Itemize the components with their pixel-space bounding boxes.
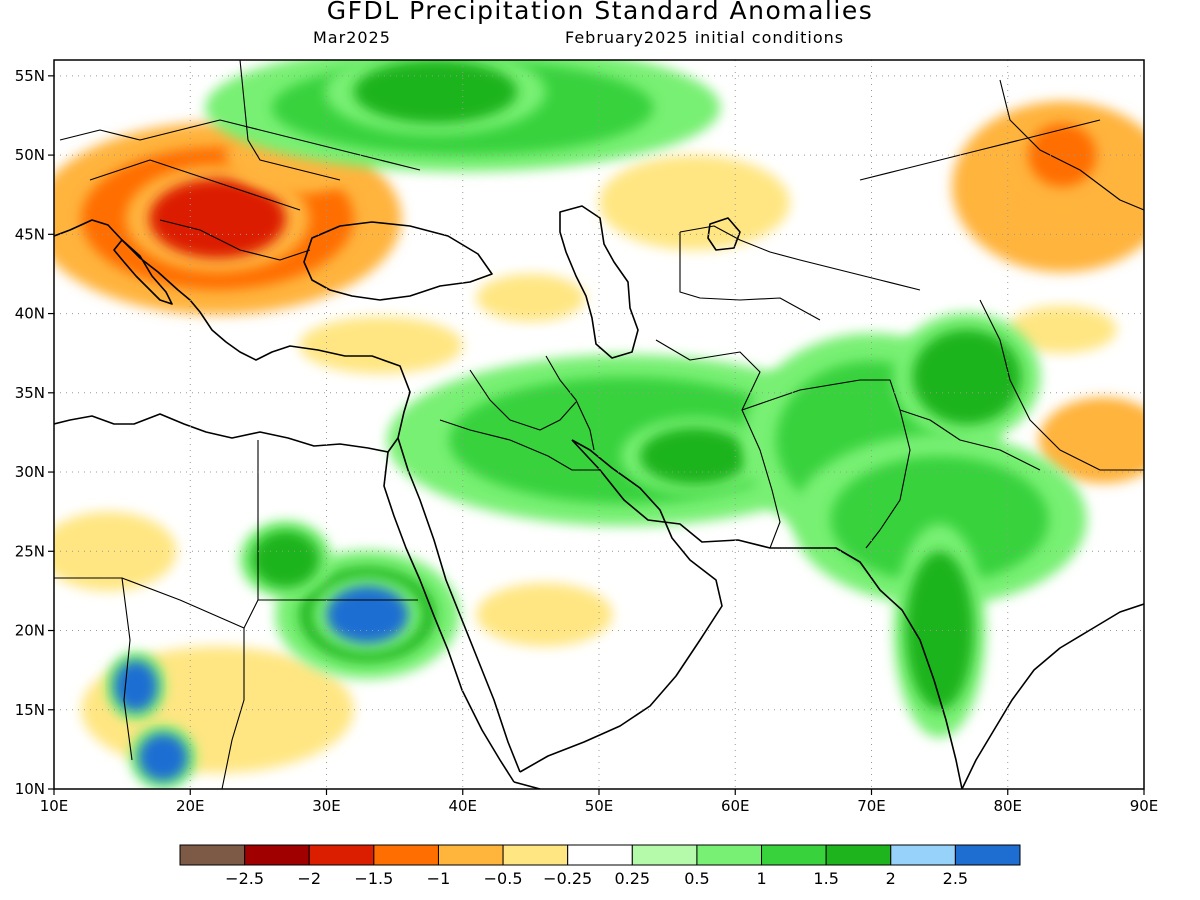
anomaly-region — [599, 155, 790, 251]
anomaly-region — [639, 427, 749, 485]
colorbar-label: −1.5 — [354, 869, 393, 888]
borders — [54, 60, 1144, 789]
colorbar-label: 1.5 — [813, 869, 838, 888]
colorbar-swatch — [502, 844, 569, 866]
colorbar-swatch — [244, 844, 310, 866]
colorbar-swatch — [373, 844, 439, 866]
colorbar-swatch — [954, 844, 1021, 866]
colorbar-label: −1 — [427, 869, 451, 888]
colorbar: −2.5 −2 −1.5 −1 −0.5 −0.25 0.25 0.5 1 1.5 2 2.5 — [179, 844, 1021, 888]
anomaly-region — [476, 582, 613, 647]
colorbar-label: −0.25 — [543, 869, 592, 888]
colorbar-swatch — [631, 844, 698, 866]
map-title: GFDL Precipitation Standard Anomalies — [326, 0, 874, 25]
anomaly-region — [1007, 305, 1117, 354]
lat-tick-label: 25N — [15, 542, 45, 560]
lat-tick-label: 20N — [15, 622, 45, 640]
lon-tick-label: 50E — [585, 797, 614, 815]
lon-tick-label: 60E — [721, 797, 750, 815]
forecast-month: Mar2025 — [313, 28, 391, 47]
colorbar-label: −2.5 — [225, 869, 264, 888]
colorbar-label: −0.5 — [484, 869, 523, 888]
lat-tick-label: 15N — [15, 701, 45, 719]
anomaly-region — [353, 60, 518, 124]
colorbar-label: −2 — [297, 869, 321, 888]
lat-tick-label: 55N — [15, 67, 45, 85]
anomaly-region — [905, 551, 974, 710]
anomaly-region — [476, 273, 586, 322]
lat-tick-label: 50N — [15, 146, 45, 164]
colorbar-swatch — [696, 844, 763, 866]
anomaly-region — [54, 511, 177, 591]
colorbar-swatch — [567, 844, 633, 866]
colorbar-swatch — [437, 844, 504, 866]
colorbar-swatch — [179, 844, 246, 866]
lon-tick-label: 20E — [176, 797, 205, 815]
anomaly-region — [138, 733, 188, 782]
lon-tick-label: 40E — [448, 797, 477, 815]
anomaly-region — [912, 329, 1022, 425]
lon-tick-label: 70E — [857, 797, 886, 815]
colorbar-swatch — [308, 844, 375, 866]
lon-tick-label: 10E — [40, 797, 69, 815]
colorbar-label: 0.25 — [614, 869, 650, 888]
lon-tick-label: 80E — [993, 797, 1022, 815]
anomaly-region — [830, 456, 1049, 583]
colorbar-label: 2.5 — [943, 869, 968, 888]
lon-tick-label: 30E — [312, 797, 341, 815]
colorbar-label: 0.5 — [684, 869, 709, 888]
lat-tick-label: 30N — [15, 463, 45, 481]
anomaly-region — [326, 586, 409, 644]
colorbar-swatch — [890, 844, 956, 866]
colorbar-label: 2 — [886, 869, 896, 888]
coastlines — [54, 205, 1144, 789]
lat-tick-label: 40N — [15, 305, 45, 323]
lat-tick-label: 10N — [15, 780, 45, 798]
colorbar-swatch — [761, 844, 827, 866]
lat-tick-label: 45N — [15, 225, 45, 243]
colorbar-label: 1 — [756, 869, 766, 888]
anomaly-region — [1055, 408, 1144, 473]
initial-conditions: February2025 initial conditions — [565, 28, 845, 47]
anomaly-region — [113, 660, 158, 712]
anomaly-region — [149, 178, 286, 259]
axis-ticks: 10E 20E 30E 40E 50E 60E 70E 80E 90E 10N 15N 20N 25N 3… — [15, 67, 1159, 815]
lat-tick-label: 35N — [15, 384, 45, 402]
anomaly-region — [251, 530, 320, 588]
anomaly-fields — [54, 60, 1144, 789]
anomaly-region — [299, 316, 463, 374]
lon-tick-label: 90E — [1130, 797, 1159, 815]
colorbar-swatch — [825, 844, 892, 866]
